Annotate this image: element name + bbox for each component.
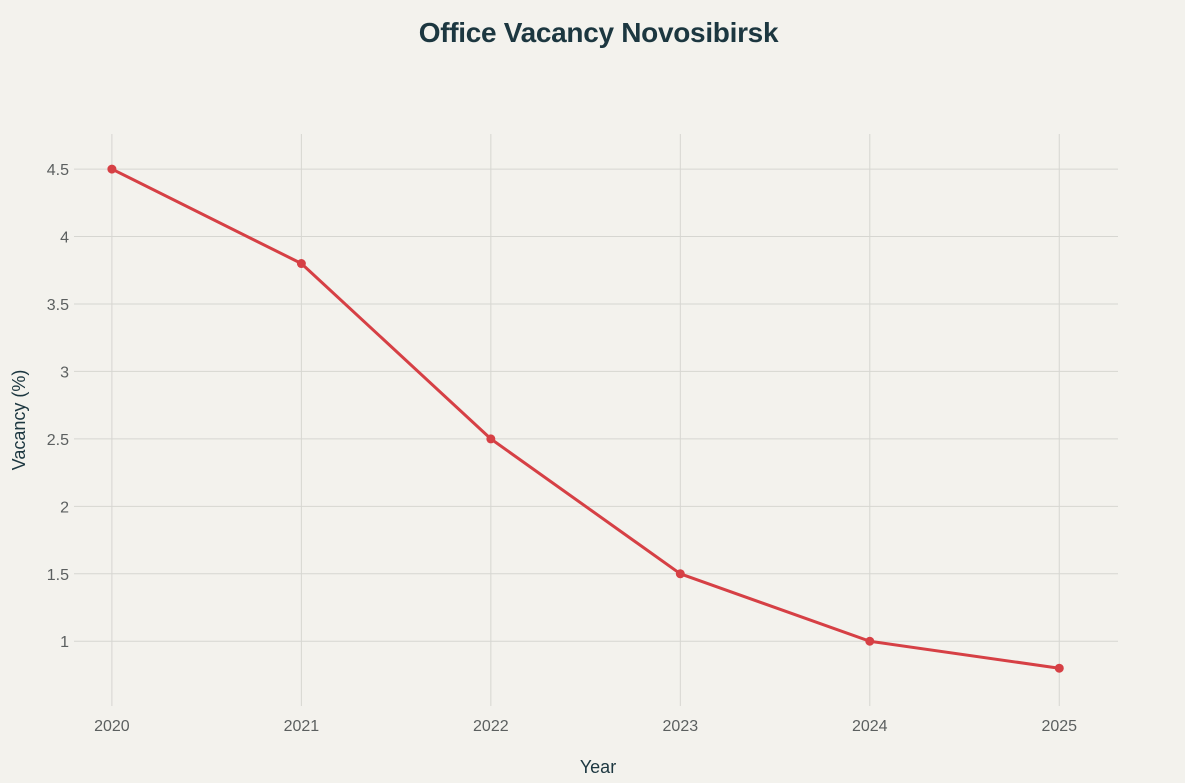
x-tick-label: 2025: [1041, 718, 1077, 735]
data-point[interactable]: [107, 164, 117, 174]
y-tick-label: 4.5: [47, 162, 69, 179]
y-tick-label: 3.5: [47, 297, 69, 314]
y-tick-label: 1.5: [47, 567, 69, 584]
series-line: [110, 167, 1061, 670]
y-tick-labels: 1 1.5 2 2.5 3 3.5 4 4.5: [47, 162, 69, 651]
chart-title: Office Vacancy Novosibirsk: [418, 17, 779, 48]
data-point[interactable]: [486, 434, 496, 444]
y-gridlines: [74, 168, 1118, 642]
x-tick-label: 2021: [284, 718, 320, 735]
x-tick-label: 2020: [94, 718, 130, 735]
y-tick-label: 2: [60, 499, 69, 516]
y-axis-title: Vacancy (%): [9, 370, 29, 471]
y-tick-label: 3: [60, 364, 69, 381]
x-tick-label: 2023: [663, 718, 699, 735]
y-tick-label: 2.5: [47, 432, 69, 449]
data-point[interactable]: [865, 636, 875, 646]
series-layer: [107, 164, 1064, 673]
x-tick-label: 2022: [473, 718, 509, 735]
data-point[interactable]: [675, 569, 685, 579]
x-tick-label: 2024: [852, 718, 888, 735]
x-axis-title: Year: [580, 757, 616, 777]
data-point[interactable]: [296, 259, 306, 269]
y-tick-label: 4: [60, 230, 69, 247]
y-tick-label: 1: [60, 634, 69, 651]
x-tick-labels: 2020 2021 2022 2023 2024 2025: [94, 718, 1077, 735]
x-gridlines: [111, 134, 1060, 706]
data-point[interactable]: [1054, 663, 1064, 673]
